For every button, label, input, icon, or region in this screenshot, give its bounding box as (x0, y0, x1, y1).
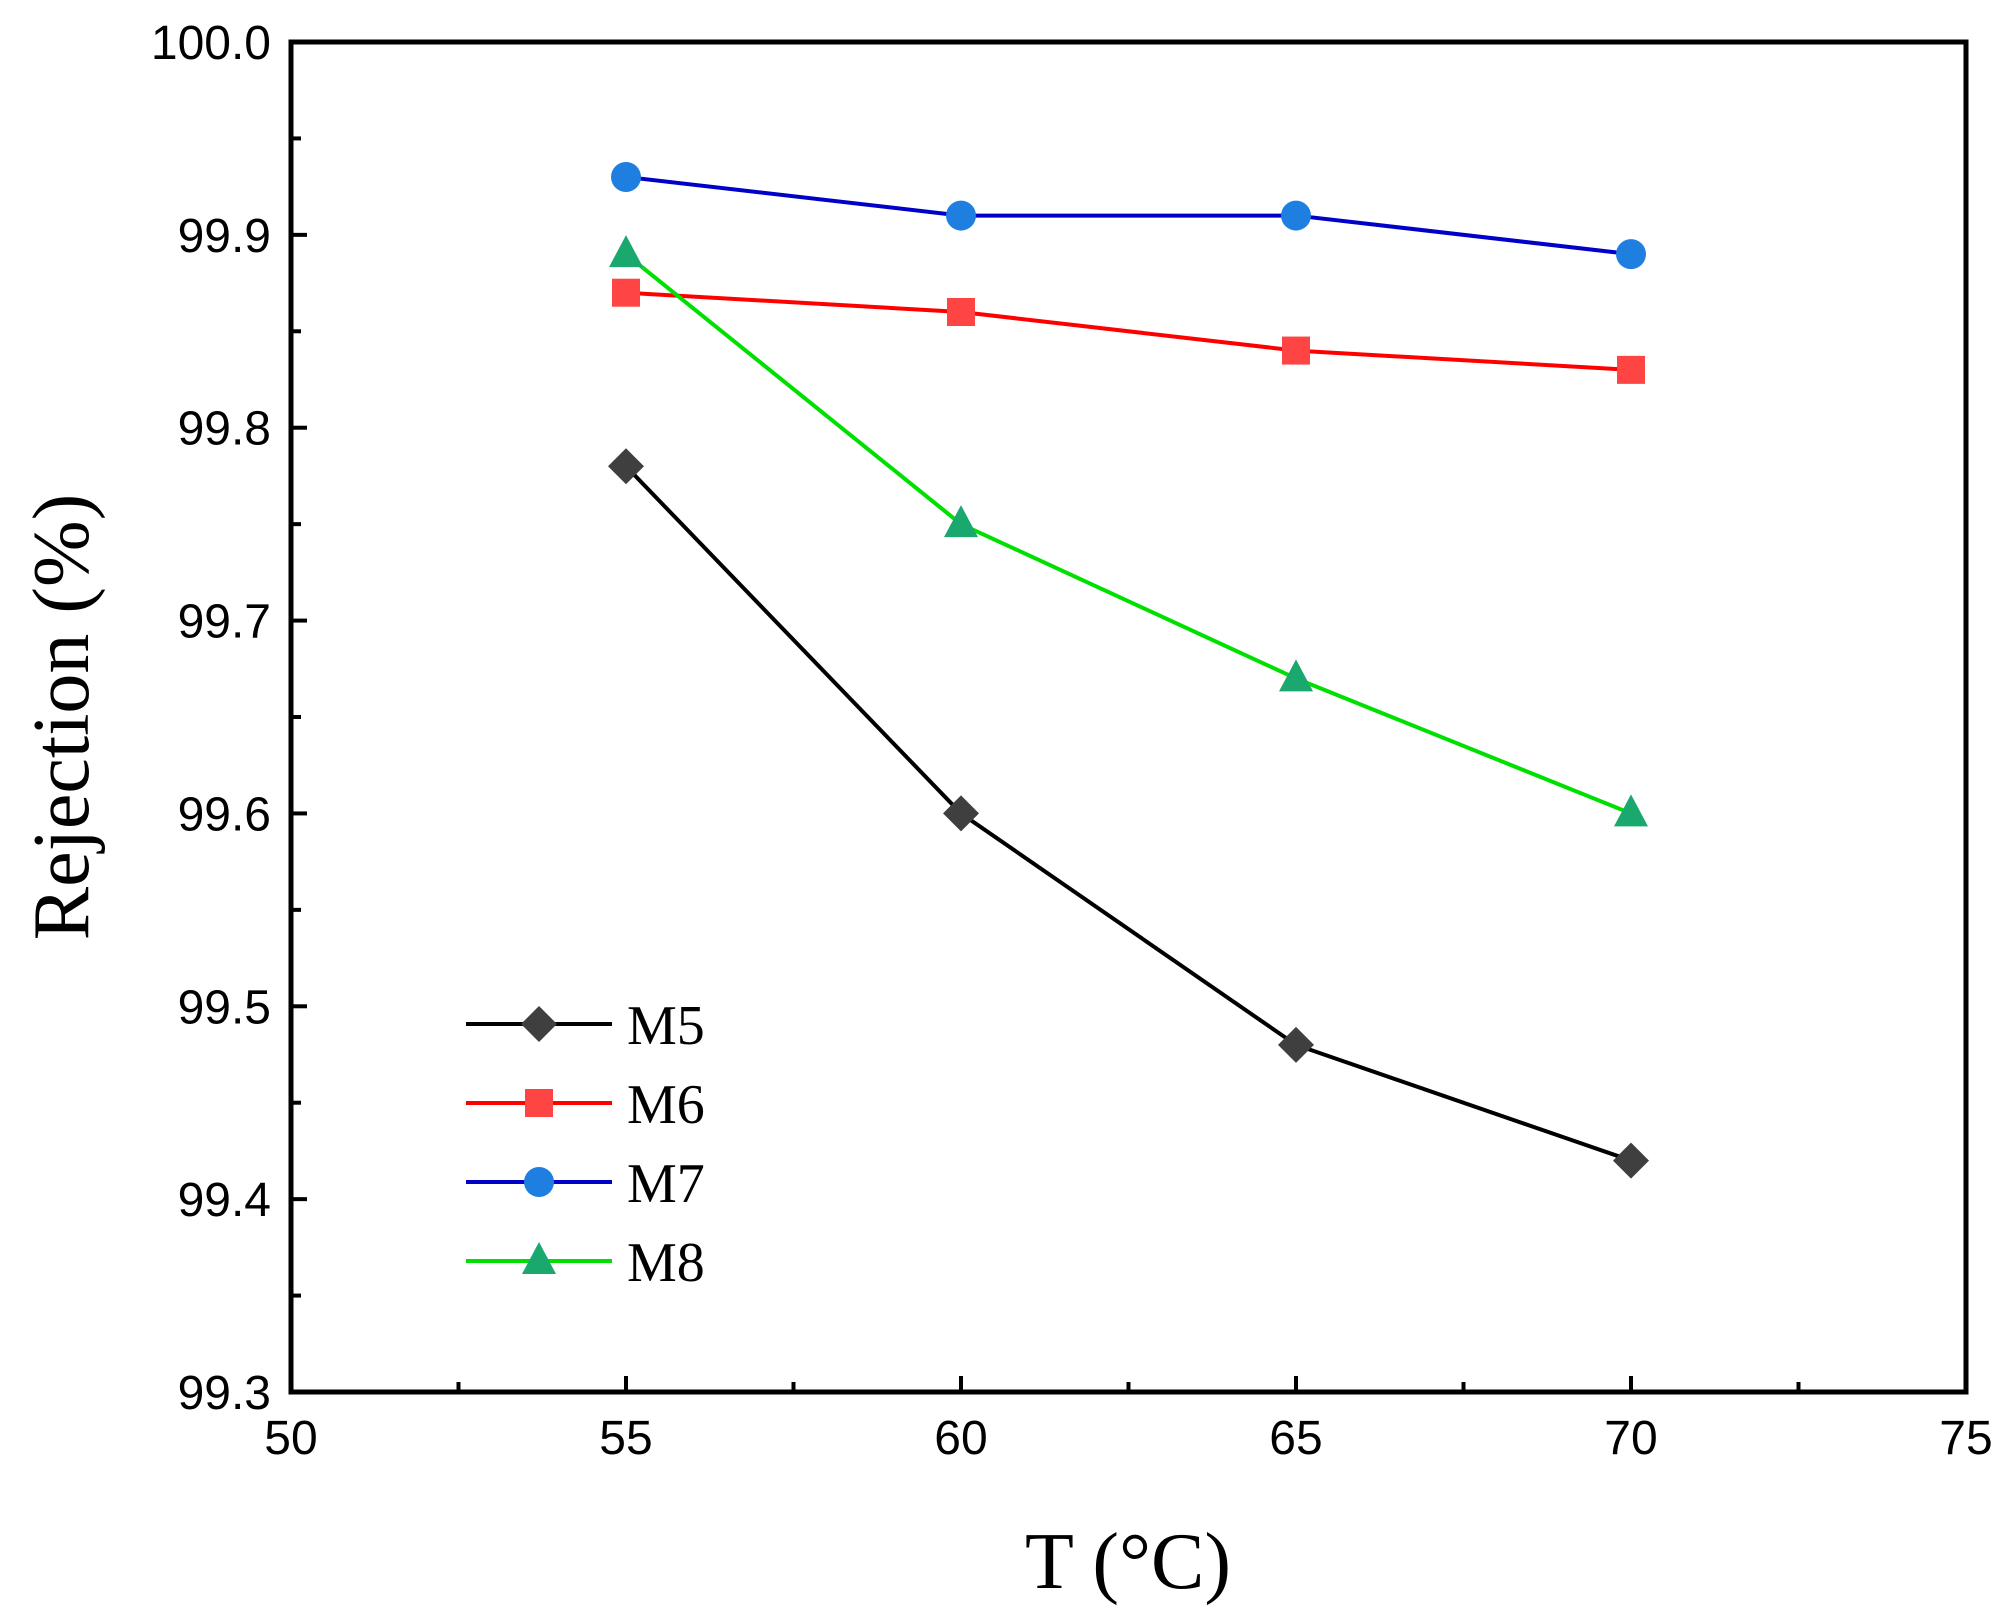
series-m6-point (947, 298, 975, 326)
legend-m6-label: M6 (627, 1074, 705, 1136)
x-tick-label: 55 (599, 1412, 652, 1465)
series-m7-point (1281, 200, 1311, 231)
legend-m7-label: M7 (627, 1153, 705, 1215)
series-m7-point (946, 200, 976, 231)
series-m5-point (608, 448, 644, 485)
series-m8-point (609, 235, 643, 268)
y-tick-label: 99.7 (178, 596, 271, 649)
x-tick-label: 75 (1939, 1412, 1992, 1465)
legend-m7-marker (524, 1167, 554, 1197)
series-m8-point (944, 505, 978, 538)
series-m6-point (1282, 336, 1310, 365)
series-m5-point (1278, 1026, 1314, 1063)
axis-tick-labels: 50 55 60 65 70 75 99.3 99.4 99.5 99.6 99.7 99.8 99.9… (151, 17, 1993, 1465)
axis-ticks (289, 40, 1968, 1394)
series-m7-line (625, 175, 1632, 257)
series-m6-line (625, 290, 1632, 372)
legend-m5-marker (521, 1006, 557, 1042)
y-tick-label: 99.5 (178, 981, 271, 1034)
series-m7-point (1616, 239, 1646, 270)
series-m8-point (1614, 794, 1648, 827)
y-tick-label: 99.9 (178, 210, 271, 263)
legend-m8-marker (522, 1242, 556, 1274)
legend: M5 M6 M7 M8 (466, 995, 705, 1294)
x-tick-label: 60 (934, 1412, 987, 1465)
series-m8-line (624, 252, 1632, 816)
x-tick-label: 70 (1604, 1412, 1657, 1465)
series-m5-line (624, 464, 1632, 1163)
legend-m5-label: M5 (627, 995, 705, 1057)
series-layer (608, 162, 1649, 1179)
legend-m6-marker (525, 1089, 553, 1117)
legend-m8-label: M8 (627, 1232, 705, 1294)
series-m7-point (611, 162, 641, 192)
series-m5-point (1613, 1142, 1649, 1179)
y-tick-label: 99.6 (178, 788, 271, 841)
x-axis-title: T (°C) (1025, 1518, 1231, 1606)
series-m8-point (1279, 659, 1313, 692)
series-m6-point (1617, 355, 1645, 384)
y-tick-label: 99.8 (178, 403, 271, 456)
y-tick-label: 99.3 (178, 1367, 271, 1420)
series-m5-point (943, 795, 979, 832)
x-tick-label: 50 (264, 1412, 317, 1465)
y-tick-label: 99.4 (178, 1174, 271, 1227)
y-tick-label: 100.0 (151, 17, 271, 70)
series-m6-point (612, 278, 640, 307)
y-axis-title: Rejection (%) (18, 494, 106, 940)
x-tick-label: 65 (1269, 1412, 1322, 1465)
